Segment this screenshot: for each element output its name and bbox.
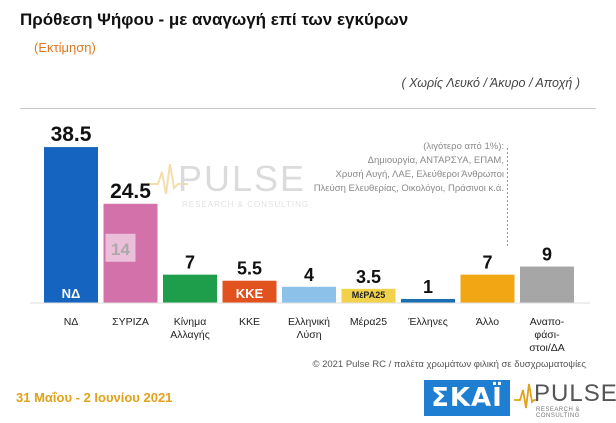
tick-label: Λύση bbox=[296, 329, 321, 341]
data-label: 3.5 bbox=[356, 267, 381, 287]
tick-label: Αλλαγής bbox=[170, 329, 210, 341]
party-logo-text: ΜέΡΑ25 bbox=[352, 290, 385, 300]
bar bbox=[44, 147, 98, 303]
gap-marker-box bbox=[105, 233, 136, 262]
tick-label: Άλλο bbox=[476, 316, 499, 328]
watermark-wordmark: PULSE bbox=[178, 158, 307, 199]
gap-marker-label: 14 bbox=[111, 240, 130, 259]
skai-logo: ΣΚΑΪ bbox=[424, 380, 510, 416]
data-label: 4 bbox=[304, 265, 314, 285]
other-parties-line: Πλεύση Ελευθερίας, Οικολόγοι, Πράσινοι κ… bbox=[313, 183, 504, 194]
bar bbox=[341, 288, 396, 303]
data-label: 1 bbox=[423, 277, 433, 297]
chart-note: ( Χωρίς Λευκό / Άκυρο / Αποχή ) bbox=[401, 76, 580, 90]
bar bbox=[460, 274, 515, 303]
tick-label: Μέρα25 bbox=[350, 316, 387, 328]
tick-label: ΚΚΕ bbox=[239, 316, 260, 328]
tick-label: Κίνημα bbox=[174, 316, 207, 328]
tick-label: ΣΥΡΙΖΑ bbox=[112, 316, 149, 328]
other-parties-note: (λιγότερο από 1%): Δημιουργία, ΑΝΤΑΡΣΥΑ,… bbox=[278, 140, 504, 196]
chart-title: Πρόθεση Ψήφου - με αναγωγή επί των εγκύρ… bbox=[20, 10, 409, 29]
pulse-wave-icon bbox=[514, 383, 538, 409]
copyright-note: © 2021 Pulse RC / παλέτα χρωμάτων φιλική… bbox=[312, 359, 586, 370]
tick-label: Έλληνες bbox=[407, 316, 448, 328]
party-logo-text: ΝΔ bbox=[62, 286, 81, 301]
bar bbox=[282, 286, 336, 303]
data-label: 9 bbox=[542, 245, 552, 265]
bar bbox=[520, 266, 574, 303]
data-label: 7 bbox=[185, 253, 195, 273]
data-label: 38.5 bbox=[51, 123, 92, 146]
pulse-wave-icon bbox=[148, 163, 188, 195]
data-label: 5.5 bbox=[237, 259, 262, 279]
data-label: 24.5 bbox=[110, 180, 151, 203]
tick-label: Αναπο- bbox=[530, 316, 565, 328]
chart-subtitle: (Εκτίμηση) bbox=[34, 40, 96, 55]
divider bbox=[20, 108, 596, 109]
pulse-watermark: PULSE RESEARCH & CONSULTING bbox=[148, 158, 328, 214]
other-parties-heading: (λιγότερο από 1%): bbox=[423, 141, 504, 152]
bar bbox=[401, 298, 455, 303]
watermark-tagline: RESEARCH & CONSULTING bbox=[182, 200, 310, 209]
other-parties-line: Δημιουργία, ΑΝΤΑΡΣΥΑ, ΕΠΑΜ, bbox=[367, 155, 504, 166]
party-logo-text: ΚΚΕ bbox=[236, 286, 264, 301]
tick-label: Ελληνική bbox=[288, 316, 330, 328]
survey-date: 31 Μαΐου - 2 Ιουνίου 2021 bbox=[16, 390, 173, 405]
other-parties-line: Χρυσή Αυγή, ΛΑΕ, Ελεύθεροι Άνθρωποι bbox=[335, 169, 504, 180]
bar bbox=[163, 274, 217, 303]
tick-label: στοι/ΔΑ bbox=[529, 342, 565, 354]
pulse-tagline: RESEARCH & CONSULTING bbox=[536, 407, 581, 419]
bar bbox=[222, 280, 277, 303]
tick-label: ΝΔ bbox=[64, 316, 79, 328]
pulse-wordmark: PULSE bbox=[534, 380, 616, 407]
data-label: 7 bbox=[482, 253, 492, 273]
tick-label: φάσι- bbox=[534, 329, 560, 341]
pulse-logo: PULSE RESEARCH & CONSULTING bbox=[514, 380, 616, 419]
